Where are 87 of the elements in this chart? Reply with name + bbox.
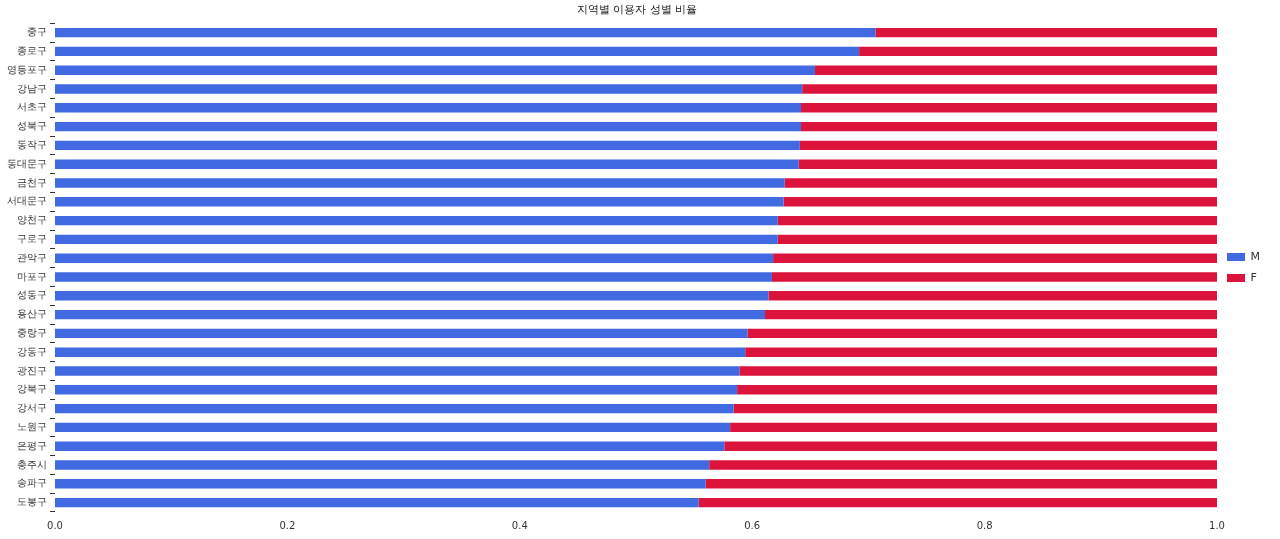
bar xyxy=(764,309,1218,320)
chart-title: 지역별 이용자 성별 비율 xyxy=(576,3,698,17)
x-tick-label: 1.0 xyxy=(1209,519,1225,531)
bar xyxy=(55,497,699,508)
y-tick-label: 양천구 xyxy=(17,214,47,226)
y-tick-label: 강북구 xyxy=(17,383,47,395)
y-tick-label: 강서구 xyxy=(17,402,47,414)
x-tick-label: 0.4 xyxy=(511,519,528,531)
y-tick-label: 성동구 xyxy=(17,289,47,301)
bar xyxy=(709,460,1218,470)
bar xyxy=(814,65,1218,75)
bar xyxy=(745,347,1218,357)
bar xyxy=(55,234,778,245)
bar xyxy=(55,103,802,113)
y-tick-label: 노원구 xyxy=(17,420,47,432)
bar xyxy=(55,46,860,57)
y-tick-label: 동작구 xyxy=(17,138,47,150)
bar xyxy=(875,27,1218,38)
bar xyxy=(771,272,1218,282)
y-tick-label: 도봉구 xyxy=(17,496,47,508)
legend-label: F xyxy=(1250,270,1257,284)
bar xyxy=(730,422,1218,433)
bar xyxy=(55,178,785,188)
y-tick-label: 동대문구 xyxy=(7,157,47,169)
x-tick-label: 0.2 xyxy=(279,519,296,531)
bar xyxy=(768,291,1218,301)
y-tick-label: 성북구 xyxy=(17,120,47,132)
bar xyxy=(55,121,802,132)
bar xyxy=(737,385,1218,395)
bar xyxy=(55,479,706,489)
bar xyxy=(705,479,1218,489)
y-tick-label: 송파구 xyxy=(17,477,47,489)
y-tick-label: 영등포구 xyxy=(7,63,47,75)
bar xyxy=(55,253,774,263)
bar xyxy=(799,140,1218,151)
y-tick-label: 구로구 xyxy=(17,232,47,244)
bar xyxy=(724,441,1218,451)
y-tick-label: 중구 xyxy=(27,26,47,38)
bar xyxy=(783,197,1218,207)
y-tick-label: 중랑구 xyxy=(17,326,47,338)
bar xyxy=(55,403,734,414)
bar xyxy=(55,347,746,357)
y-tick-label: 광진구 xyxy=(17,364,47,376)
bar xyxy=(733,403,1218,414)
x-tick-label: 0.6 xyxy=(744,519,761,531)
bar xyxy=(55,460,710,470)
bar xyxy=(859,46,1218,57)
y-tick-label: 종로구 xyxy=(17,44,47,56)
bar xyxy=(55,84,803,94)
bar xyxy=(55,272,772,282)
bar xyxy=(55,291,769,301)
bar xyxy=(55,65,815,75)
bar xyxy=(784,178,1218,188)
bar xyxy=(801,103,1218,113)
bar xyxy=(55,422,731,433)
bar xyxy=(55,366,740,376)
bar xyxy=(55,27,876,38)
y-tick-label: 서대문구 xyxy=(7,195,47,207)
x-tick-label: 0.0 xyxy=(47,519,63,531)
bar xyxy=(55,441,725,451)
x-tick-label: 0.8 xyxy=(976,519,993,531)
y-tick-label: 금천구 xyxy=(17,176,47,188)
y-tick-label: 충주시 xyxy=(17,458,47,470)
bar xyxy=(698,497,1218,508)
bar xyxy=(802,84,1218,94)
bar xyxy=(801,121,1218,132)
bar xyxy=(55,197,784,207)
y-tick-label: 관악구 xyxy=(17,251,47,263)
bar xyxy=(773,253,1218,263)
y-tick-label: 서초구 xyxy=(17,101,47,113)
bar xyxy=(777,215,1218,226)
bar xyxy=(55,140,800,151)
bar xyxy=(55,328,748,339)
bar xyxy=(55,309,765,320)
bar xyxy=(798,159,1218,169)
y-tick-label: 용산구 xyxy=(17,308,47,320)
y-tick-label: 마포구 xyxy=(17,270,47,282)
bar xyxy=(739,366,1218,376)
legend-label: M xyxy=(1250,249,1261,263)
bar xyxy=(55,159,799,169)
bar xyxy=(777,234,1218,245)
bar xyxy=(55,385,738,395)
bar xyxy=(55,215,778,226)
y-tick-label: 강동구 xyxy=(17,345,47,357)
y-tick-label: 은평구 xyxy=(17,439,47,451)
y-tick-label: 강남구 xyxy=(17,82,47,94)
bar xyxy=(747,328,1218,339)
